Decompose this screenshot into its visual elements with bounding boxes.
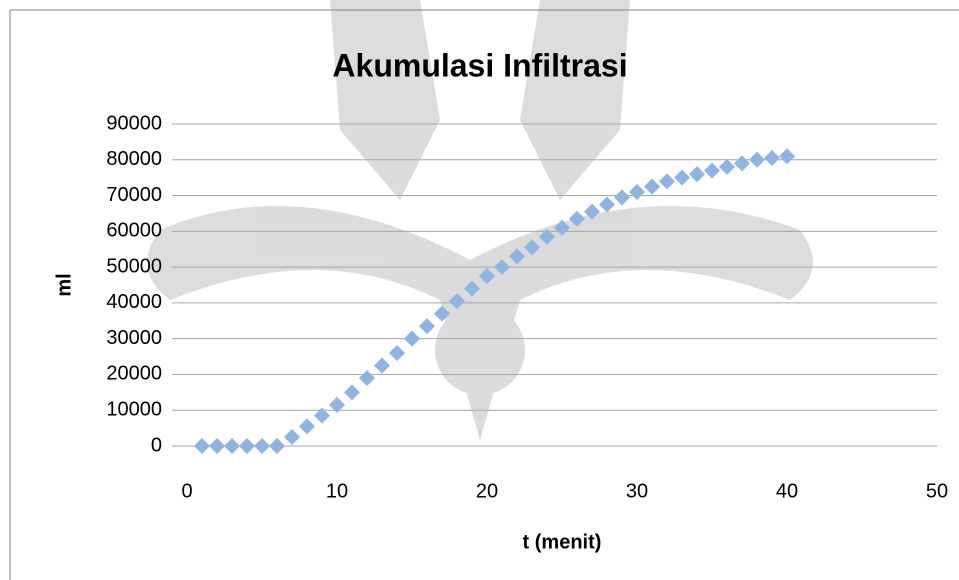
data-point [764,150,780,166]
y-axis-label: ml [53,273,75,296]
y-tick-label: 50000 [106,255,162,277]
data-point [629,184,645,200]
y-tick-label: 60000 [106,220,162,242]
data-point [674,170,690,186]
data-point [599,197,615,213]
chart-title: Akumulasi Infiltrasi [332,47,627,83]
y-tick-label: 20000 [106,363,162,385]
data-point [734,155,750,171]
x-tick-label: 50 [926,480,948,502]
data-point [404,331,420,347]
data-point [224,438,240,454]
data-point [284,429,300,445]
chart: Akumulasi Infiltrasi t (menit) ml 0 10000… [0,0,959,580]
y-tick-label: 10000 [106,399,162,421]
data-point [209,438,225,454]
data-point [779,148,795,164]
data-point [644,179,660,195]
y-tick-label: 70000 [106,184,162,206]
y-tick-label: 0 [151,434,162,456]
data-point [704,163,720,179]
data-point [419,318,435,334]
data-point [749,152,765,168]
x-tick-label: 0 [181,480,192,502]
x-tick-label: 30 [626,480,648,502]
data-point [719,159,735,175]
data-point [374,358,390,374]
x-tick-label: 40 [776,480,798,502]
y-tick-label: 90000 [106,112,162,134]
x-tick-label: 20 [476,480,498,502]
x-tick-label: 10 [326,480,348,502]
y-tick-label: 40000 [106,291,162,313]
data-point [194,438,210,454]
data-point [344,384,360,400]
data-point [359,370,375,386]
data-point [239,438,255,454]
data-point [659,173,675,189]
page: Akumulasi Infiltrasi t (menit) ml 0 10000… [0,0,959,580]
data-point [254,438,270,454]
data-point [269,438,285,454]
x-axis-label: t (menit) [523,531,602,553]
data-point [614,189,630,205]
y-tick-label: 80000 [106,148,162,170]
y-tick-label: 30000 [106,327,162,349]
data-point [389,345,405,361]
data-point [299,418,315,434]
data-point [689,166,705,182]
